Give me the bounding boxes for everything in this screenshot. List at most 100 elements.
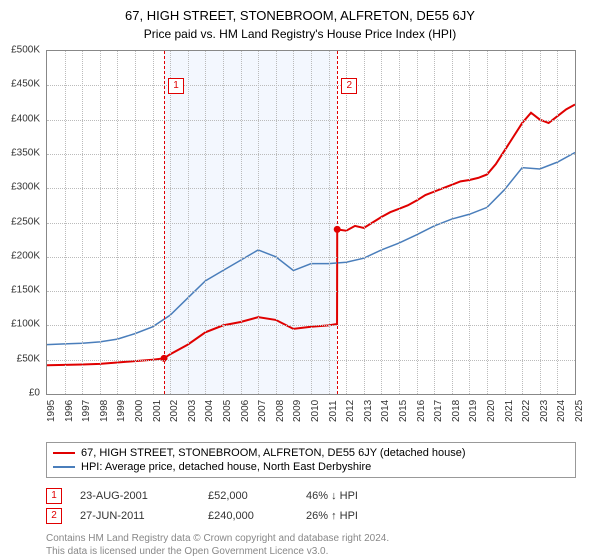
sales-grid: 123-AUG-2001£52,00046% ↓ HPI227-JUN-2011… <box>46 486 576 526</box>
legend-item: 67, HIGH STREET, STONEBROOM, ALFRETON, D… <box>53 446 569 460</box>
gridline-v <box>276 51 277 394</box>
gridline-v <box>241 51 242 394</box>
gridline-v <box>522 51 523 394</box>
gridline-v <box>487 51 488 394</box>
sale-marker-box: 1 <box>168 78 184 94</box>
x-tick-label: 2009 <box>292 400 303 422</box>
y-tick-label: £100K <box>0 319 40 330</box>
gridline-v <box>258 51 259 394</box>
x-tick-label: 2021 <box>504 400 515 422</box>
y-tick-label: £300K <box>0 182 40 193</box>
gridline-v <box>153 51 154 394</box>
y-tick-label: £250K <box>0 216 40 227</box>
x-tick-label: 2014 <box>380 400 391 422</box>
gridline-v <box>417 51 418 394</box>
y-tick-label: £0 <box>0 388 40 399</box>
y-tick-label: £150K <box>0 285 40 296</box>
x-tick-label: 2011 <box>328 400 339 422</box>
footer-text: Contains HM Land Registry data © Crown c… <box>46 532 576 558</box>
gridline-v <box>311 51 312 394</box>
x-tick-label: 2005 <box>222 400 233 422</box>
x-tick-label: 2016 <box>416 400 427 422</box>
x-tick-label: 2002 <box>169 400 180 422</box>
legend-box: 67, HIGH STREET, STONEBROOM, ALFRETON, D… <box>46 442 576 478</box>
x-tick-label: 2013 <box>363 400 374 422</box>
gridline-v <box>505 51 506 394</box>
x-tick-label: 2018 <box>451 400 462 422</box>
gridline-v <box>557 51 558 394</box>
y-tick-label: £450K <box>0 79 40 90</box>
x-tick-label: 2001 <box>152 400 163 422</box>
sale-marker-line <box>164 51 165 394</box>
legend-swatch <box>53 452 75 454</box>
sale-marker-box: 2 <box>341 78 357 94</box>
legend-and-footer: 67, HIGH STREET, STONEBROOM, ALFRETON, D… <box>46 442 576 558</box>
x-tick-label: 2004 <box>204 400 215 422</box>
x-tick-label: 2024 <box>556 400 567 422</box>
x-tick-label: 2008 <box>275 400 286 422</box>
y-tick-label: £200K <box>0 250 40 261</box>
x-tick-label: 1996 <box>64 400 75 422</box>
sale-date: 23-AUG-2001 <box>80 490 190 502</box>
gridline-v <box>469 51 470 394</box>
gridline-v <box>205 51 206 394</box>
gridline-v <box>540 51 541 394</box>
gridline-v <box>399 51 400 394</box>
gridline-v <box>82 51 83 394</box>
gridline-v <box>452 51 453 394</box>
x-tick-label: 2000 <box>134 400 145 422</box>
chart-subtitle: Price paid vs. HM Land Registry's House … <box>0 23 600 47</box>
x-tick-label: 2007 <box>257 400 268 422</box>
gridline-v <box>346 51 347 394</box>
x-tick-label: 1997 <box>81 400 92 422</box>
plot-region: 12 <box>46 50 576 395</box>
x-tick-label: 1999 <box>116 400 127 422</box>
y-tick-label: £500K <box>0 45 40 56</box>
x-tick-label: 2012 <box>345 400 356 422</box>
sale-pct: 26% ↑ HPI <box>306 510 386 522</box>
x-tick-label: 2025 <box>574 400 585 422</box>
gridline-v <box>223 51 224 394</box>
sale-row: 1 23-AUG-2001 £52,000 46% ↓ HPI <box>46 486 576 506</box>
x-tick-label: 1995 <box>46 400 57 422</box>
x-tick-label: 2019 <box>468 400 479 422</box>
gridline-v <box>100 51 101 394</box>
x-tick-label: 2020 <box>486 400 497 422</box>
gridline-v <box>117 51 118 394</box>
y-tick-label: £350K <box>0 147 40 158</box>
x-tick-label: 2017 <box>433 400 444 422</box>
chart-title: 67, HIGH STREET, STONEBROOM, ALFRETON, D… <box>0 0 600 23</box>
x-tick-label: 2023 <box>539 400 550 422</box>
x-tick-label: 2022 <box>521 400 532 422</box>
y-tick-label: £50K <box>0 353 40 364</box>
sale-date: 27-JUN-2011 <box>80 510 190 522</box>
sale-row-marker: 1 <box>46 488 62 504</box>
legend-swatch <box>53 466 75 468</box>
sale-marker-line <box>337 51 338 394</box>
gridline-v <box>65 51 66 394</box>
gridline-v <box>364 51 365 394</box>
gridline-v <box>329 51 330 394</box>
legend-label: 67, HIGH STREET, STONEBROOM, ALFRETON, D… <box>81 447 466 459</box>
gridline-v <box>170 51 171 394</box>
chart-area: 12 £0£50K£100K£150K£200K£250K£300K£350K£… <box>46 50 576 410</box>
sale-row: 227-JUN-2011£240,00026% ↑ HPI <box>46 506 576 526</box>
sale-price: £240,000 <box>208 510 288 522</box>
gridline-v <box>135 51 136 394</box>
footer-line-1: Contains HM Land Registry data © Crown c… <box>46 532 576 545</box>
sale-price: £52,000 <box>208 490 288 502</box>
sale-pct: 46% ↓ HPI <box>306 490 386 502</box>
x-tick-label: 2006 <box>240 400 251 422</box>
x-tick-label: 1998 <box>99 400 110 422</box>
gridline-v <box>381 51 382 394</box>
footer-line-2: This data is licensed under the Open Gov… <box>46 545 576 558</box>
x-tick-label: 2015 <box>398 400 409 422</box>
gridline-v <box>434 51 435 394</box>
legend-label: HPI: Average price, detached house, Nort… <box>81 461 371 473</box>
x-tick-label: 2003 <box>187 400 198 422</box>
gridline-v <box>293 51 294 394</box>
gridline-v <box>188 51 189 394</box>
legend-item: HPI: Average price, detached house, Nort… <box>53 460 569 474</box>
x-tick-label: 2010 <box>310 400 321 422</box>
y-tick-label: £400K <box>0 113 40 124</box>
